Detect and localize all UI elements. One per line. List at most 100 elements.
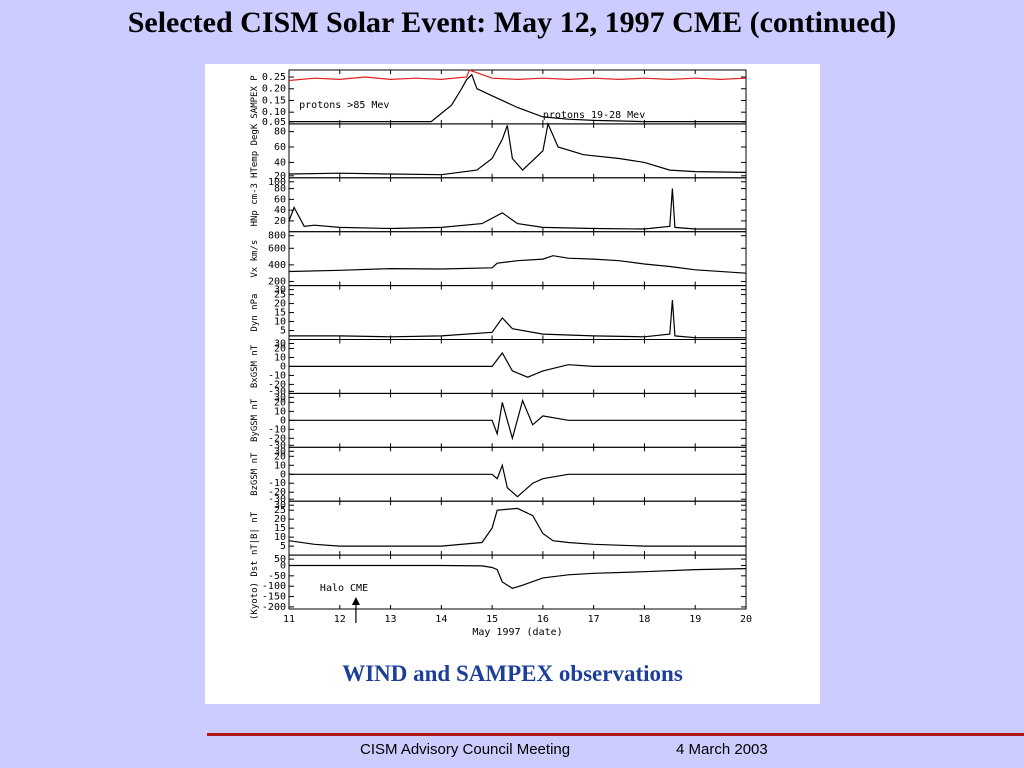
ytick-label-by: -20 — [268, 433, 286, 444]
ytick-label-sampex: 0.20 — [262, 84, 286, 95]
ylabel-bt: |B| nT — [250, 511, 260, 544]
ytick-label-dst: -200 — [262, 602, 286, 613]
ytick-label-dyn: 15 — [274, 308, 286, 319]
panel-frame-vx — [288, 231, 747, 287]
ytick-label-dst: -50 — [268, 571, 286, 582]
ytick-label-bz: 10 — [274, 460, 286, 471]
ytick-label-bt: 20 — [274, 514, 286, 525]
ytick-label-by: 20 — [274, 397, 286, 408]
ytick-label-bz: 20 — [274, 451, 286, 462]
ylabel-sampex: SAMPEX P — [250, 75, 260, 119]
xtick-label: 13 — [385, 614, 397, 625]
xtick-label: 11 — [283, 614, 295, 625]
xtick-label: 19 — [689, 614, 701, 625]
ytick-label-bx: 0 — [280, 361, 286, 372]
ytick-label-dyn: 20 — [274, 299, 286, 310]
series-label-sampex-1: protons 19-28 Mev — [543, 110, 645, 121]
ytick-label-by: 0 — [280, 415, 286, 426]
ytick-label-hnp: 60 — [274, 194, 286, 205]
ytick-label-htemp: 80 — [274, 127, 286, 138]
ytick-label-bx: -10 — [268, 370, 286, 381]
ytick-label-bx: 20 — [274, 343, 286, 354]
xtick-label: 17 — [588, 614, 600, 625]
ytick-label-bz: 30 — [274, 446, 286, 457]
ytick-label-sampex: 0.10 — [262, 107, 286, 118]
ylabel-htemp: HTemp DegK — [250, 123, 260, 178]
ytick-label-dst: 50 — [274, 554, 286, 565]
ytick-label-by: -10 — [268, 424, 286, 435]
ytick-label-bt: 5 — [280, 541, 286, 552]
ytick-label-vx: 800 — [268, 231, 286, 242]
halo-cme-label: Halo CME — [320, 583, 368, 594]
panel-frame-bt — [288, 500, 747, 556]
ylabel-by: ByGSM nT — [250, 398, 260, 442]
figure-panel: 0.25 0.20 0.15 0.10 0.05 SAMPEX P protons >85 … — [205, 64, 820, 704]
series-line-dyn-0 — [289, 299, 746, 339]
ytick-label-hnp: 80 — [274, 184, 286, 195]
ytick-label-bt: 25 — [274, 505, 286, 516]
ytick-label-bx: 30 — [274, 339, 286, 350]
xtick-label: 18 — [638, 614, 650, 625]
ytick-label-vx: 200 — [268, 276, 286, 287]
footer-date: 4 March 2003 — [676, 741, 768, 758]
panel-frame-dst — [288, 554, 747, 610]
ylabel-bx: BxGSM nT — [250, 344, 260, 388]
ytick-label-dyn: 25 — [274, 290, 286, 301]
ytick-label-bt: 10 — [274, 532, 286, 543]
ytick-label-htemp: 20 — [274, 171, 286, 182]
ytick-label-dst: 0 — [280, 560, 286, 571]
series-line-sampex-1 — [289, 73, 746, 123]
ytick-label-vx: 400 — [268, 260, 286, 271]
xtick-label: 12 — [334, 614, 346, 625]
ytick-label-bx: -20 — [268, 379, 286, 390]
ytick-label-hnp: 100 — [268, 177, 286, 188]
series-line-sampex-0 — [288, 69, 747, 82]
series-line-bt-0 — [288, 507, 746, 547]
ytick-label-by: -30 — [268, 440, 286, 451]
series-line-bx-0 — [289, 351, 746, 378]
series-line-hnp-0 — [288, 188, 746, 230]
series-line-by-0 — [289, 398, 746, 441]
ytick-label-sampex: 0.15 — [262, 95, 286, 106]
ytick-label-by: 30 — [274, 392, 286, 403]
ytick-label-sampex: 0.05 — [262, 117, 286, 128]
ytick-label-bz: 0 — [280, 469, 286, 480]
ytick-label-bz: -30 — [268, 494, 286, 505]
ylabel-vx: Vx km/s — [250, 240, 260, 278]
ytick-label-htemp: 40 — [274, 157, 286, 168]
panel-frame-dyn — [288, 285, 747, 341]
ylabel-hnp: HNp cm-3 — [250, 183, 260, 226]
ytick-label-bz: -10 — [268, 478, 286, 489]
ylabel-dyn: Dyn nPa — [250, 294, 260, 332]
panel-frame-htemp — [288, 123, 747, 179]
series-label-sampex-0: protons >85 Mev — [299, 100, 389, 111]
series-line-htemp-0 — [288, 121, 747, 176]
xtick-label: 16 — [537, 614, 549, 625]
ytick-label-by: 10 — [274, 406, 286, 417]
ytick-label-dst: -150 — [262, 592, 286, 603]
ytick-label-dyn: 10 — [274, 317, 286, 328]
ylabel-bz: BzGSM nT — [250, 452, 260, 496]
ytick-label-dyn: 5 — [280, 326, 286, 337]
series-line-dst-0 — [289, 564, 747, 589]
ytick-label-hnp: 40 — [274, 205, 286, 216]
halo-cme-arrowhead — [351, 597, 360, 605]
ytick-label-htemp: 60 — [274, 142, 286, 153]
ytick-label-dst: -100 — [262, 581, 286, 592]
ytick-label-bx: -30 — [268, 386, 286, 397]
ytick-label-bt: 30 — [274, 500, 286, 511]
ytick-label-vx: 600 — [268, 243, 286, 254]
xtick-label: 15 — [486, 614, 498, 625]
figure-caption: WIND and SAMPEX observations — [342, 661, 683, 686]
ytick-label-sampex: 0.25 — [262, 72, 286, 83]
ytick-label-dyn: 30 — [274, 285, 286, 296]
slide-title: Selected CISM Solar Event: May 12, 1997 … — [127, 6, 897, 39]
xtick-label: 14 — [435, 614, 447, 625]
series-line-vx-0 — [288, 255, 747, 274]
ytick-label-bt: 15 — [274, 523, 286, 534]
footer-meeting-name: CISM Advisory Council Meeting — [360, 741, 571, 758]
xtick-label: 20 — [740, 614, 752, 625]
footer-divider — [207, 733, 1024, 736]
series-line-bz-0 — [289, 463, 746, 498]
